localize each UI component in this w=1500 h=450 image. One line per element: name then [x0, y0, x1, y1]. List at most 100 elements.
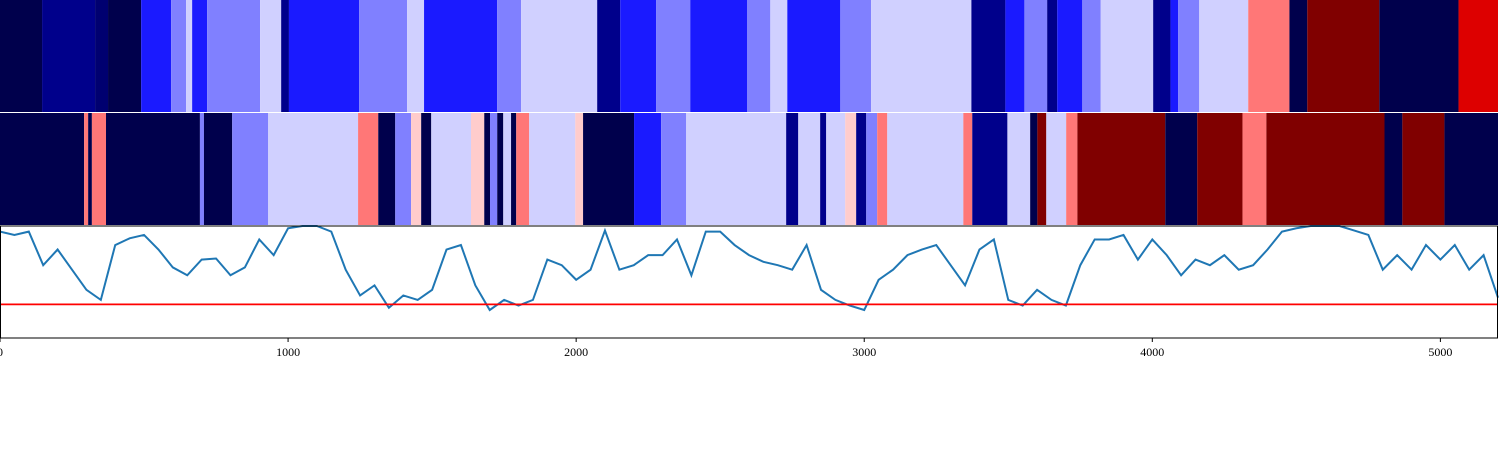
strip-segment: [88, 113, 92, 225]
strip-segment: [1007, 113, 1031, 225]
strip-segment: [1153, 0, 1171, 112]
strip-segment: [407, 0, 425, 112]
strip-segment: [634, 113, 662, 225]
axes-frame: [0, 225, 1498, 339]
strip-segment: [260, 0, 282, 112]
strip-segment: [1289, 0, 1308, 112]
strip-segment: [490, 113, 498, 225]
strip-segment: [395, 113, 412, 225]
strip-segment: [971, 0, 1006, 112]
strip-segment: [84, 113, 89, 225]
strip-segment: [963, 113, 973, 225]
strip-segment: [1046, 113, 1067, 225]
strip-segment: [281, 0, 289, 112]
strip-segment: [358, 113, 379, 225]
strip-segment: [42, 0, 96, 112]
x-tick-label: 5000: [1428, 345, 1452, 359]
strip-segment: [1170, 0, 1179, 112]
strip-segment: [866, 113, 878, 225]
strip-segment: [856, 113, 867, 225]
strip-segment: [0, 113, 85, 225]
strip-segment: [1077, 113, 1166, 225]
strip-segment: [497, 113, 504, 225]
strip-segment: [521, 0, 598, 112]
strip-segment: [1307, 0, 1380, 112]
strip-segment: [583, 113, 635, 225]
strip-segment: [503, 113, 512, 225]
strip-segment: [108, 0, 142, 112]
strip-segment: [1384, 113, 1403, 225]
strip-segment: [497, 0, 522, 112]
x-tick-label: 0: [0, 345, 3, 359]
strip-segment: [359, 0, 408, 112]
strip-segment: [747, 0, 771, 112]
x-tick-label: 3000: [852, 345, 876, 359]
strip-segment: [786, 113, 799, 225]
strip-segment: [424, 0, 498, 112]
strip-segment: [1082, 0, 1101, 112]
strip-segment: [1024, 0, 1048, 112]
strip-segment: [1005, 0, 1025, 112]
strip-segment: [471, 113, 485, 225]
strip-segment: [826, 113, 846, 225]
strip-segment: [1066, 113, 1078, 225]
strip-segment: [529, 113, 576, 225]
strip-segment: [798, 113, 821, 225]
strip-segment: [575, 113, 584, 225]
strip-segment: [421, 113, 432, 225]
strip-segment: [484, 113, 491, 225]
data-line: [0, 225, 1499, 312]
strip-segment: [1165, 113, 1198, 225]
x-tick-label: 2000: [564, 345, 588, 359]
strip-segment: [1444, 113, 1498, 225]
strip-segment: [378, 113, 396, 225]
strip-segment: [686, 113, 787, 225]
strip-segment: [106, 113, 200, 225]
strip-segment: [171, 0, 187, 112]
strip-segment: [203, 113, 233, 225]
strip-segment: [1379, 0, 1459, 112]
x-tick-label: 4000: [1140, 345, 1164, 359]
strip-segment: [186, 0, 193, 112]
strip-segment: [620, 0, 657, 112]
strip-segment: [1037, 113, 1047, 225]
strip-segment: [820, 113, 827, 225]
strip-segment: [192, 0, 208, 112]
strip-segment: [199, 113, 204, 225]
strip-segment: [1057, 0, 1083, 112]
strip-segment: [840, 0, 872, 112]
strip-segment: [597, 0, 621, 112]
strip-segment: [1199, 0, 1249, 112]
strip-segment: [887, 113, 964, 225]
strip-segment: [431, 113, 472, 225]
strip-segment: [845, 113, 857, 225]
strip-segment: [877, 113, 888, 225]
strip-segment: [1402, 113, 1445, 225]
strip-segment: [268, 113, 359, 225]
strip-segment: [1100, 0, 1154, 112]
strip-segment: [1178, 0, 1200, 112]
x-tick-label: 1000: [276, 345, 300, 359]
strip-segment: [207, 0, 261, 112]
strip-segment: [95, 0, 109, 112]
strip-segment: [1047, 0, 1058, 112]
strip-segment: [516, 113, 530, 225]
strip-segment: [0, 0, 43, 112]
strip-segment: [770, 0, 788, 112]
strip-segment: [871, 0, 972, 112]
strip-segment: [661, 113, 687, 225]
strip-segment: [232, 113, 269, 225]
strip-segment: [288, 0, 360, 112]
strip-segment: [1266, 113, 1385, 225]
strip-segment: [1458, 0, 1498, 112]
strip-segment: [656, 0, 691, 112]
strip-segment: [1197, 113, 1243, 225]
strip-segment: [1030, 113, 1038, 225]
strip-segment: [141, 0, 172, 112]
strip-segment: [1248, 0, 1290, 112]
strip-segment: [511, 113, 517, 225]
strip-segment: [411, 113, 422, 225]
strip-segment: [91, 113, 107, 225]
strip-segment: [787, 0, 841, 112]
